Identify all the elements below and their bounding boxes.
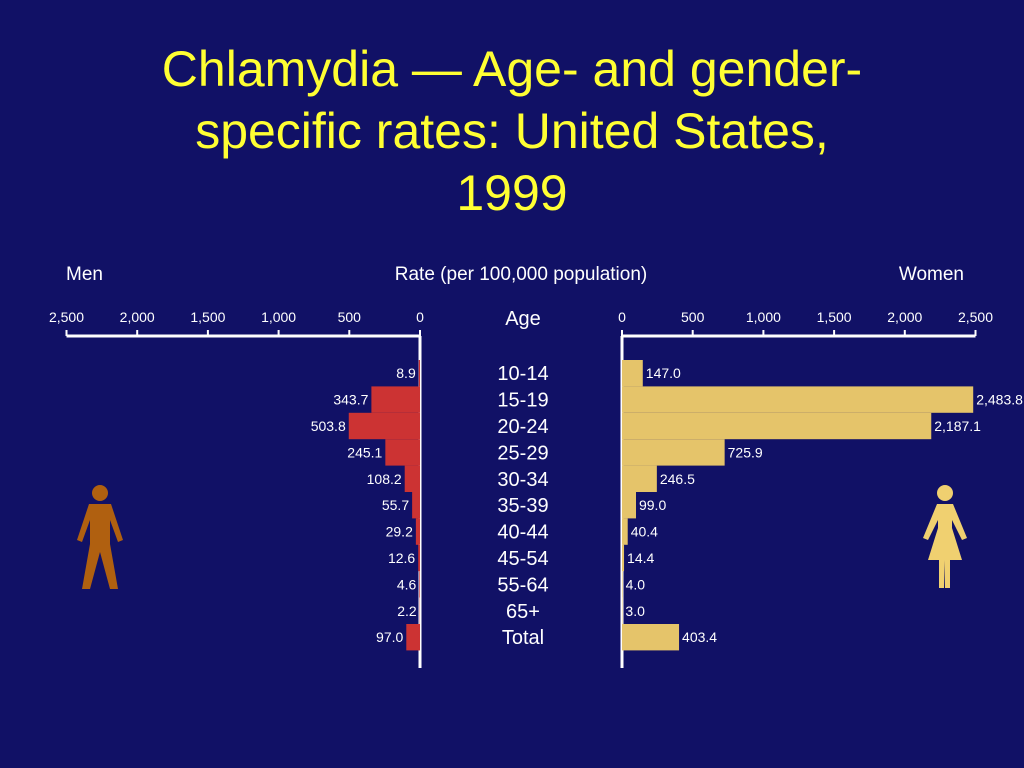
men-value-label: 503.8	[311, 418, 346, 434]
women-value-label: 2,483.8	[976, 392, 1023, 408]
title-line-3: 1999	[456, 165, 568, 221]
men-tick-label: 1,500	[190, 309, 225, 325]
men-bar-40-44	[415, 518, 420, 545]
women-series-label: Women	[899, 264, 964, 285]
age-labels: 10-14 15-19 20-24 25-29 30-34 35-39 40-44 45-54…	[497, 363, 548, 649]
women-value-label: 403.4	[682, 629, 717, 645]
age-label: 25-29	[497, 442, 548, 464]
men-value-label: 2.2	[397, 603, 417, 619]
men-bar-35-39	[412, 492, 420, 519]
age-label: 40-44	[497, 522, 548, 544]
men-tick-label: 2,000	[120, 309, 155, 325]
men-bar-10-14	[418, 360, 420, 387]
men-value-label: 8.9	[396, 365, 416, 381]
women-tick-label: 500	[681, 309, 705, 325]
man-figure-icon	[77, 485, 123, 589]
men-value-label: 29.2	[386, 524, 413, 540]
women-value-label: 246.5	[660, 471, 695, 487]
women-bars: 147.0 2,483.8 2,187.1 725.9 246.5 99.0 40.4 14.…	[622, 360, 1023, 651]
men-value-label: 245.1	[347, 444, 382, 460]
women-tick-label: 1,000	[746, 309, 781, 325]
women-tick-label: 2,500	[958, 309, 993, 325]
age-label: 45-54	[497, 548, 548, 570]
men-bar-55-64	[419, 571, 420, 598]
women-bar-25-29	[622, 439, 725, 466]
men-bar-20-24	[348, 412, 420, 440]
women-bar-30-34	[622, 465, 657, 492]
men-bar-30-34	[404, 465, 420, 492]
women-bar-10-14	[622, 360, 643, 387]
men-value-label: 97.0	[376, 629, 403, 645]
women-bar-40-44	[622, 518, 628, 545]
women-bar-20-24	[622, 412, 932, 440]
title-line-2: specific rates: United States,	[195, 103, 829, 159]
age-label: 20-24	[497, 416, 548, 438]
men-bar-Total	[406, 624, 420, 651]
age-label: 15-19	[497, 390, 548, 412]
women-bar-35-39	[622, 492, 636, 519]
men-bar-15-19	[371, 386, 420, 413]
women-bar-55-64	[622, 571, 623, 598]
women-value-label: 14.4	[627, 550, 654, 566]
men-tick-label: 1,000	[261, 309, 296, 325]
x-axis-label: Rate (per 100,000 population)	[395, 264, 647, 285]
women-bar-Total	[622, 624, 680, 651]
age-label: 35-39	[497, 495, 548, 517]
age-label: 30-34	[497, 469, 548, 491]
women-tick-label: 1,500	[817, 309, 852, 325]
age-label: Total	[502, 627, 544, 649]
men-bar-45-54	[418, 544, 420, 572]
women-axis: 0 500 1,000 1,500 2,000 2,500	[618, 309, 993, 668]
men-series-label: Men	[66, 264, 103, 285]
women-value-label: 3.0	[625, 603, 645, 619]
women-value-label: 4.0	[626, 576, 646, 592]
age-label: 10-14	[497, 363, 548, 385]
men-value-label: 108.2	[367, 471, 402, 487]
age-header: Age	[505, 308, 541, 330]
women-value-label: 2,187.1	[934, 418, 981, 434]
men-value-label: 4.6	[397, 576, 417, 592]
women-bar-15-19	[622, 386, 974, 413]
chart-title: Chlamydia — Age- and gender- specific ra…	[60, 38, 964, 224]
women-tick-label: 0	[618, 309, 626, 325]
women-value-label: 147.0	[646, 365, 681, 381]
men-bar-25-29	[385, 439, 420, 466]
women-tick-label: 2,000	[887, 309, 922, 325]
age-label: 55-64	[497, 574, 548, 596]
men-tick-label: 500	[338, 309, 362, 325]
men-tick-label: 2,500	[49, 309, 84, 325]
woman-figure-icon	[923, 485, 967, 588]
women-bar-45-54	[622, 544, 625, 572]
men-value-label: 12.6	[388, 550, 415, 566]
age-label: 65+	[506, 601, 540, 623]
men-tick-label: 0	[416, 309, 424, 325]
women-value-label: 725.9	[728, 444, 763, 460]
men-value-label: 343.7	[333, 392, 368, 408]
women-value-label: 99.0	[639, 497, 666, 513]
women-value-label: 40.4	[631, 524, 658, 540]
title-line-1: Chlamydia — Age- and gender-	[161, 41, 863, 97]
men-value-label: 55.7	[382, 497, 409, 513]
